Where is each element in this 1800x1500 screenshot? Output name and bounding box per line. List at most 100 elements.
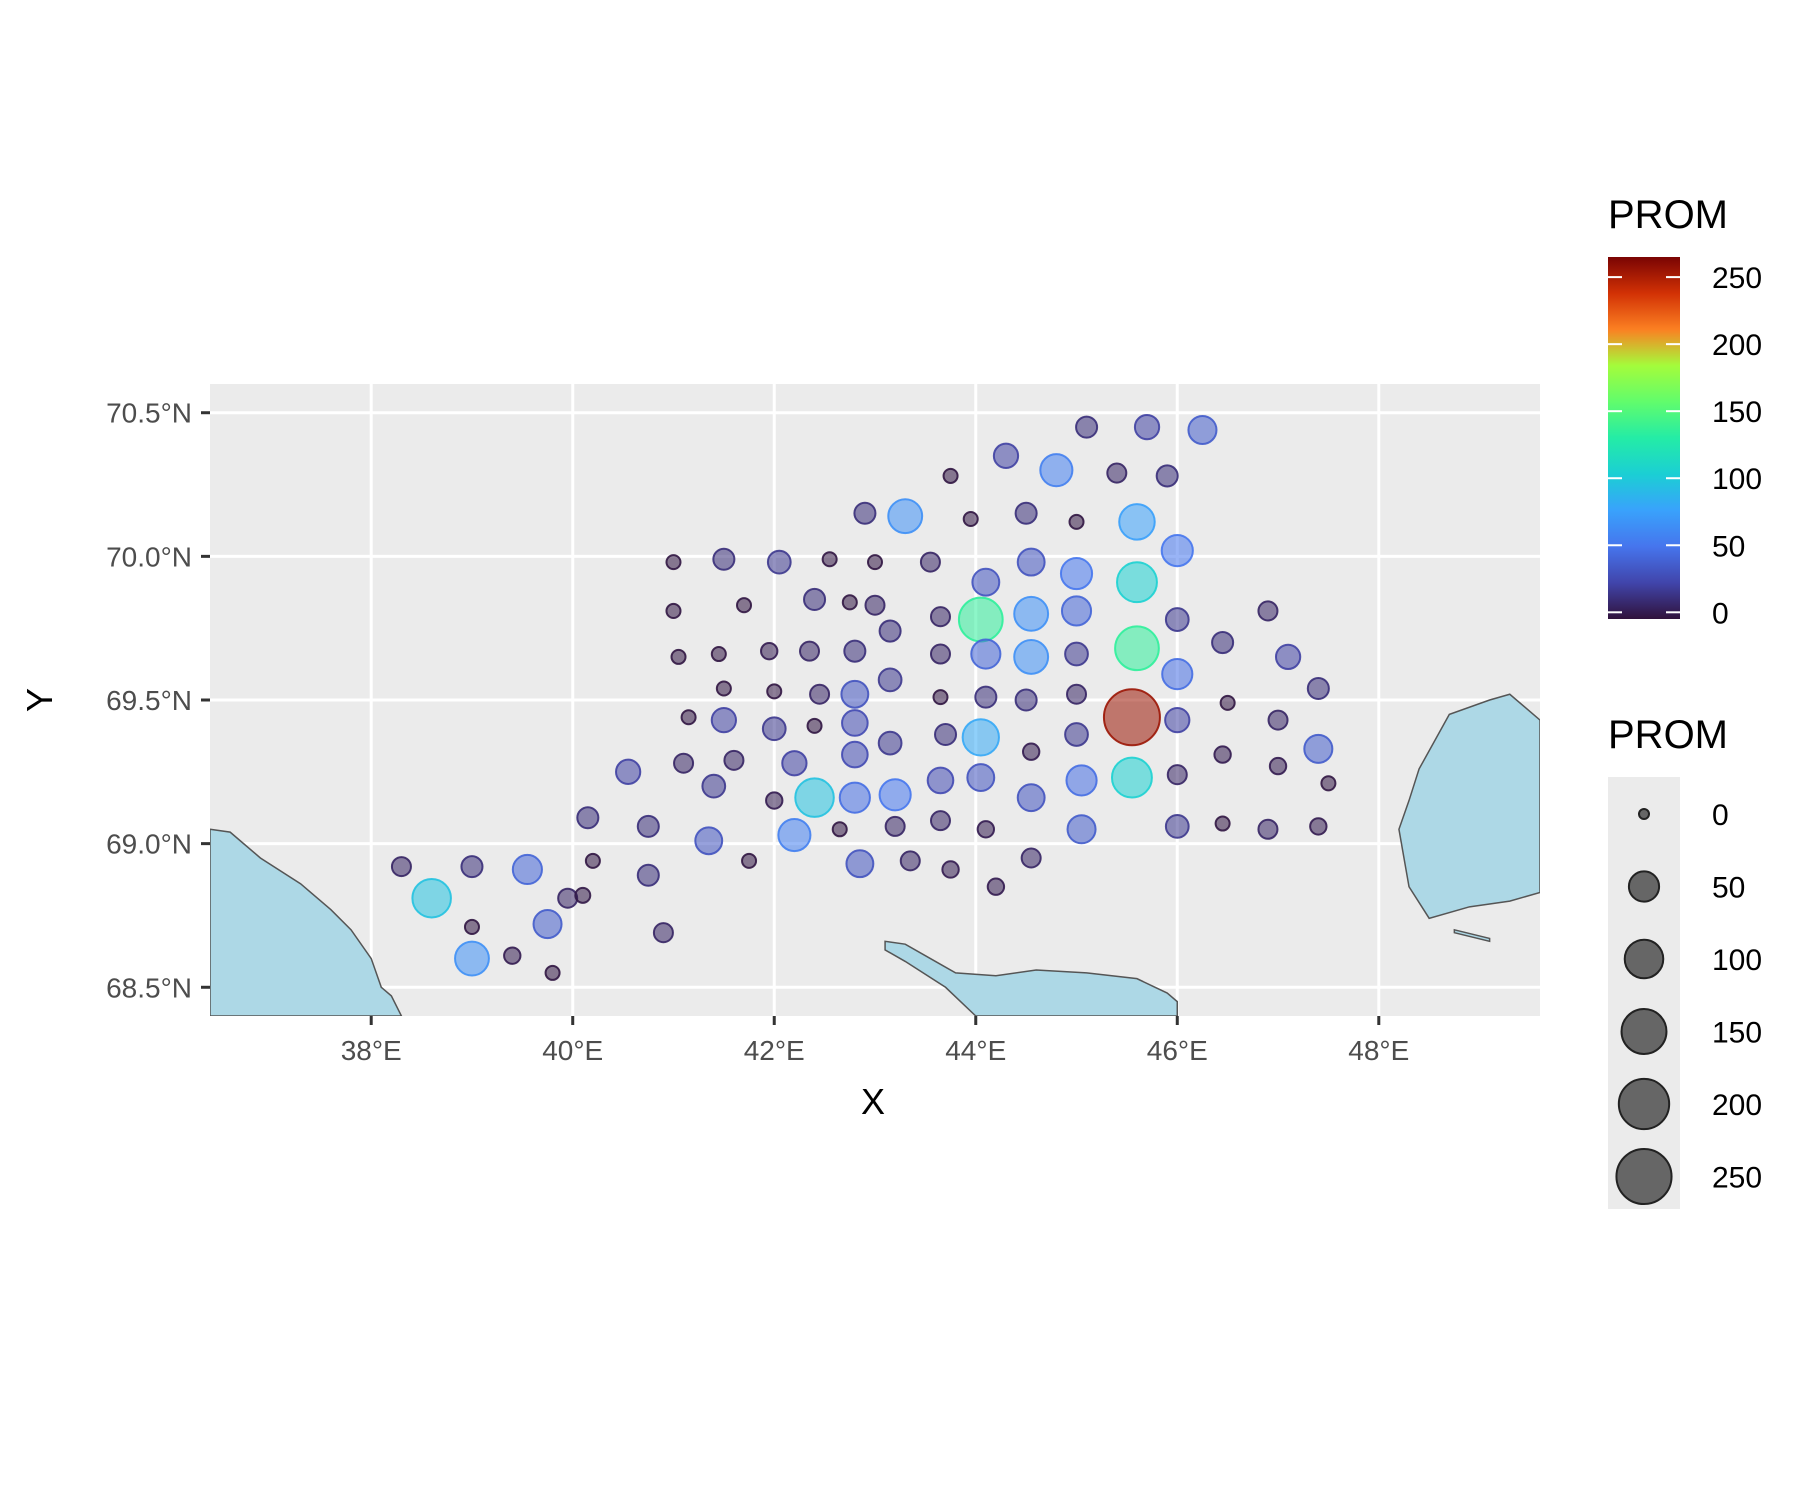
data-point [544, 964, 561, 981]
data-point [1155, 464, 1179, 488]
data-point [992, 442, 1020, 469]
data-point [557, 887, 579, 909]
size-legend: PROM 0 50 100 150 200 250 [1608, 713, 1762, 1209]
size-legend-circle [1623, 938, 1665, 980]
data-point [741, 852, 758, 869]
x-axis: 38°E 40°E 42°E 44°E 46°E 48°E [341, 1016, 1409, 1066]
grid-lines [210, 384, 1540, 1016]
size-legend-circle [1617, 1077, 1671, 1131]
data-point [887, 498, 924, 535]
data-point [576, 806, 600, 830]
data-point [615, 758, 642, 785]
x-tick-label: 42°E [744, 1035, 805, 1066]
data-point [974, 685, 998, 709]
y-axis: 70.5°N 70.0°N 69.5°N 69.0°N 68.5°N [106, 398, 210, 1003]
x-tick-label: 38°E [341, 1035, 402, 1066]
data-point [511, 853, 543, 886]
size-legend-label: 100 [1712, 944, 1762, 977]
data-point [1102, 688, 1161, 747]
size-legend-label: 200 [1712, 1089, 1762, 1122]
data-point [1267, 709, 1289, 731]
data-point [878, 778, 912, 812]
data-point [840, 679, 870, 709]
data-point [1320, 775, 1337, 792]
data-point [970, 638, 1002, 670]
data-point [1114, 625, 1160, 672]
data-point [845, 849, 875, 879]
size-legend-circle [1615, 1147, 1673, 1206]
size-legend-label: 0 [1712, 799, 1729, 832]
x-axis-title: X [861, 1081, 885, 1122]
data-point [942, 467, 959, 484]
size-legend-keys: 0 50 100 150 200 250 [1615, 799, 1762, 1206]
data-point [932, 689, 949, 706]
land-polygon [210, 828, 403, 1016]
data-point [1160, 534, 1194, 568]
data-point [803, 587, 827, 611]
data-point [1187, 414, 1218, 445]
data-point [877, 667, 903, 693]
data-point [1039, 453, 1074, 488]
data-point [1303, 733, 1334, 764]
data-point [1068, 513, 1085, 530]
data-point [899, 850, 921, 872]
data-point [463, 918, 480, 935]
size-legend-label: 150 [1712, 1017, 1762, 1050]
y-tick-label: 69.0°N [106, 829, 192, 860]
size-legend-title: PROM [1608, 713, 1728, 757]
data-point [838, 781, 871, 814]
data-point [1065, 764, 1098, 797]
data-point [986, 877, 1006, 896]
data-point [1075, 415, 1099, 439]
data-point [1110, 756, 1153, 799]
color-legend-label: 50 [1712, 530, 1745, 563]
data-point [781, 750, 808, 777]
size-legend-key-background [1608, 777, 1680, 1209]
data-point [926, 766, 955, 795]
data-point [1016, 547, 1046, 577]
x-tick-label: 46°E [1147, 1035, 1208, 1066]
data-point [962, 511, 979, 528]
data-point [673, 752, 695, 774]
data-point [976, 820, 996, 839]
data-point [1064, 722, 1089, 747]
x-tick-label: 48°E [1348, 1035, 1409, 1066]
data-point [766, 683, 783, 700]
land-polygon [884, 940, 1179, 1016]
color-legend-label: 0 [1712, 597, 1729, 630]
data-point [794, 777, 835, 818]
data-point [1268, 756, 1288, 776]
data-point [760, 641, 779, 661]
size-legend-circle [1638, 808, 1650, 820]
color-legend-ticks: 0 50 100 150 200 250 [1608, 262, 1762, 630]
data-point [934, 722, 958, 746]
data-point [806, 717, 823, 734]
data-point [957, 596, 1004, 643]
data-point [694, 826, 724, 856]
data-point [866, 554, 884, 571]
data-point [390, 856, 412, 878]
y-tick-label: 70.0°N [106, 541, 192, 572]
data-point [532, 909, 563, 940]
data-point [1166, 764, 1188, 786]
data-point [636, 863, 660, 887]
data-point [1213, 745, 1232, 764]
data-point [766, 549, 792, 575]
data-point [1016, 783, 1046, 813]
data-point [1161, 658, 1194, 691]
data-point [1064, 641, 1089, 667]
data-point [680, 709, 697, 726]
land-polygon [1398, 693, 1540, 920]
data-point [864, 594, 886, 616]
data-point [1059, 557, 1094, 591]
data-points [390, 413, 1337, 981]
data-point [929, 606, 952, 628]
color-legend: PROM 0 50 100 150 200 250 [1608, 193, 1762, 630]
data-point [670, 648, 687, 665]
data-point [877, 730, 903, 756]
data-point [821, 551, 838, 568]
data-point [1014, 501, 1038, 525]
land-polygons [210, 693, 1540, 1016]
data-point [966, 763, 996, 793]
